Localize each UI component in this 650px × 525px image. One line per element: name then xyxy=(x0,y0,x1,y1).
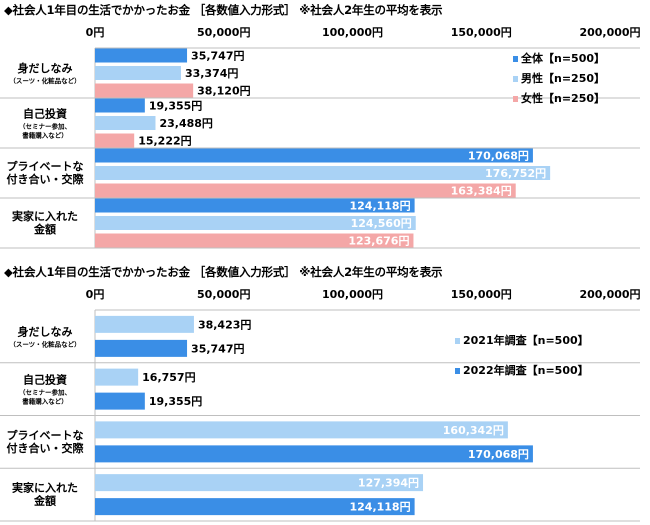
x-tick-label: 100,000円 xyxy=(322,26,383,39)
data-label: 19,355円 xyxy=(149,395,202,408)
chart-title: ◆社会人1年目の生活でかかったお金 ［各数値入力形式］ ※社会人2年生の平均を表… xyxy=(4,265,443,279)
category-sublabel: 書籍購入など） xyxy=(22,131,68,140)
x-tick-label: 100,000円 xyxy=(322,288,383,301)
data-label: 124,560円 xyxy=(351,217,412,230)
data-label: 163,384円 xyxy=(451,185,512,198)
data-label: 127,394円 xyxy=(358,477,419,490)
category-label: プライベートな xyxy=(7,159,84,173)
bar xyxy=(95,148,533,163)
bar xyxy=(95,233,414,248)
bar xyxy=(95,66,181,80)
bar xyxy=(95,83,194,98)
chart-bottom: ◆社会人1年目の生活でかかったお金 ［各数値入力形式］ ※社会人2年生の平均を表… xyxy=(0,262,650,525)
x-tick-label: 0円 xyxy=(86,26,105,39)
category-label: 自己投資 xyxy=(23,373,67,387)
chart-plot-top: 0円 50,000円 100,000円 150,000円 200,000円身だしなみ（ス… xyxy=(0,26,641,249)
category-label: 金額 xyxy=(33,222,56,236)
category-label: 付き合い・交際 xyxy=(7,172,85,186)
bar xyxy=(95,48,188,63)
x-tick-label: 200,000円 xyxy=(579,288,640,301)
bar xyxy=(95,133,135,148)
data-label: 33,374円 xyxy=(185,67,238,80)
bar xyxy=(95,216,416,230)
data-label: 16,757円 xyxy=(142,371,195,384)
category-label: 実家に入れた xyxy=(12,481,78,495)
bar xyxy=(95,498,415,516)
category-label: 身だしなみ xyxy=(18,324,73,338)
legend-label: 全体【n=500】 xyxy=(520,51,605,65)
bar xyxy=(95,474,424,492)
legend-label: 女性【n=250】 xyxy=(521,91,605,105)
bar xyxy=(95,315,194,333)
data-label: 15,222円 xyxy=(138,135,191,148)
data-label: 35,747円 xyxy=(191,50,244,63)
x-tick-label: 200,000円 xyxy=(579,26,640,39)
category-label: 自己投資 xyxy=(23,107,67,121)
data-label: 176,752円 xyxy=(485,167,546,180)
legend-label: 2021年調査【n=500】 xyxy=(463,333,589,347)
category-sublabel: （セミナー参加、 xyxy=(19,122,71,131)
data-label: 38,423円 xyxy=(198,318,251,331)
legend-swatch xyxy=(513,76,518,82)
data-label: 35,747円 xyxy=(191,342,244,355)
data-label: 170,068円 xyxy=(468,150,529,163)
data-label: 124,118円 xyxy=(349,501,410,514)
bar xyxy=(95,166,551,180)
x-tick-label: 50,000円 xyxy=(197,288,250,301)
category-sublabel: （スーツ・化粧品など） xyxy=(9,76,80,85)
bar xyxy=(95,368,139,386)
legend-swatch xyxy=(455,338,460,344)
bar xyxy=(95,339,188,357)
legend-swatch xyxy=(455,368,460,374)
bar xyxy=(95,116,156,130)
chart-top: ◆社会人1年目の生活でかかったお金 ［各数値入力形式］ ※社会人2年生の平均を表… xyxy=(0,0,650,262)
chart-title: ◆社会人1年目の生活でかかったお金 ［各数値入力形式］ ※社会人2年生の平均を表… xyxy=(4,3,443,17)
x-tick-label: 50,000円 xyxy=(197,26,250,39)
category-sublabel: （セミナー参加、 xyxy=(19,388,71,397)
legend-swatch xyxy=(513,56,518,62)
chart-plot-bottom: 0円 50,000円 100,000円 150,000円 200,000円身だしなみ（ス… xyxy=(0,288,641,522)
legend-label: 2022年調査【n=500】 xyxy=(463,363,589,377)
bar xyxy=(95,421,508,439)
x-tick-label: 150,000円 xyxy=(451,26,512,39)
x-tick-label: 150,000円 xyxy=(451,288,512,301)
bar xyxy=(95,98,145,113)
data-label: 170,068円 xyxy=(468,448,529,461)
category-sublabel: 書籍購入など） xyxy=(22,397,68,406)
category-sublabel: （スーツ・化粧品など） xyxy=(9,339,80,348)
bar xyxy=(95,445,533,463)
legend-label: 男性【n=250】 xyxy=(521,71,605,85)
category-label: 実家に入れた xyxy=(12,209,78,223)
data-label: 123,676円 xyxy=(348,235,409,248)
bar xyxy=(95,392,145,410)
bar xyxy=(95,183,516,198)
category-label: 金額 xyxy=(33,494,56,508)
data-label: 160,342円 xyxy=(443,424,504,437)
legend-swatch xyxy=(513,96,518,102)
data-label: 38,120円 xyxy=(197,85,250,98)
category-label: 付き合い・交際 xyxy=(7,441,85,455)
category-label: プライベートな xyxy=(7,428,84,442)
data-label: 19,355円 xyxy=(149,100,202,113)
data-label: 124,118円 xyxy=(349,200,410,213)
x-tick-label: 0円 xyxy=(86,288,105,301)
category-label: 身だしなみ xyxy=(18,61,73,75)
bar xyxy=(95,198,415,213)
data-label: 23,488円 xyxy=(159,117,212,130)
